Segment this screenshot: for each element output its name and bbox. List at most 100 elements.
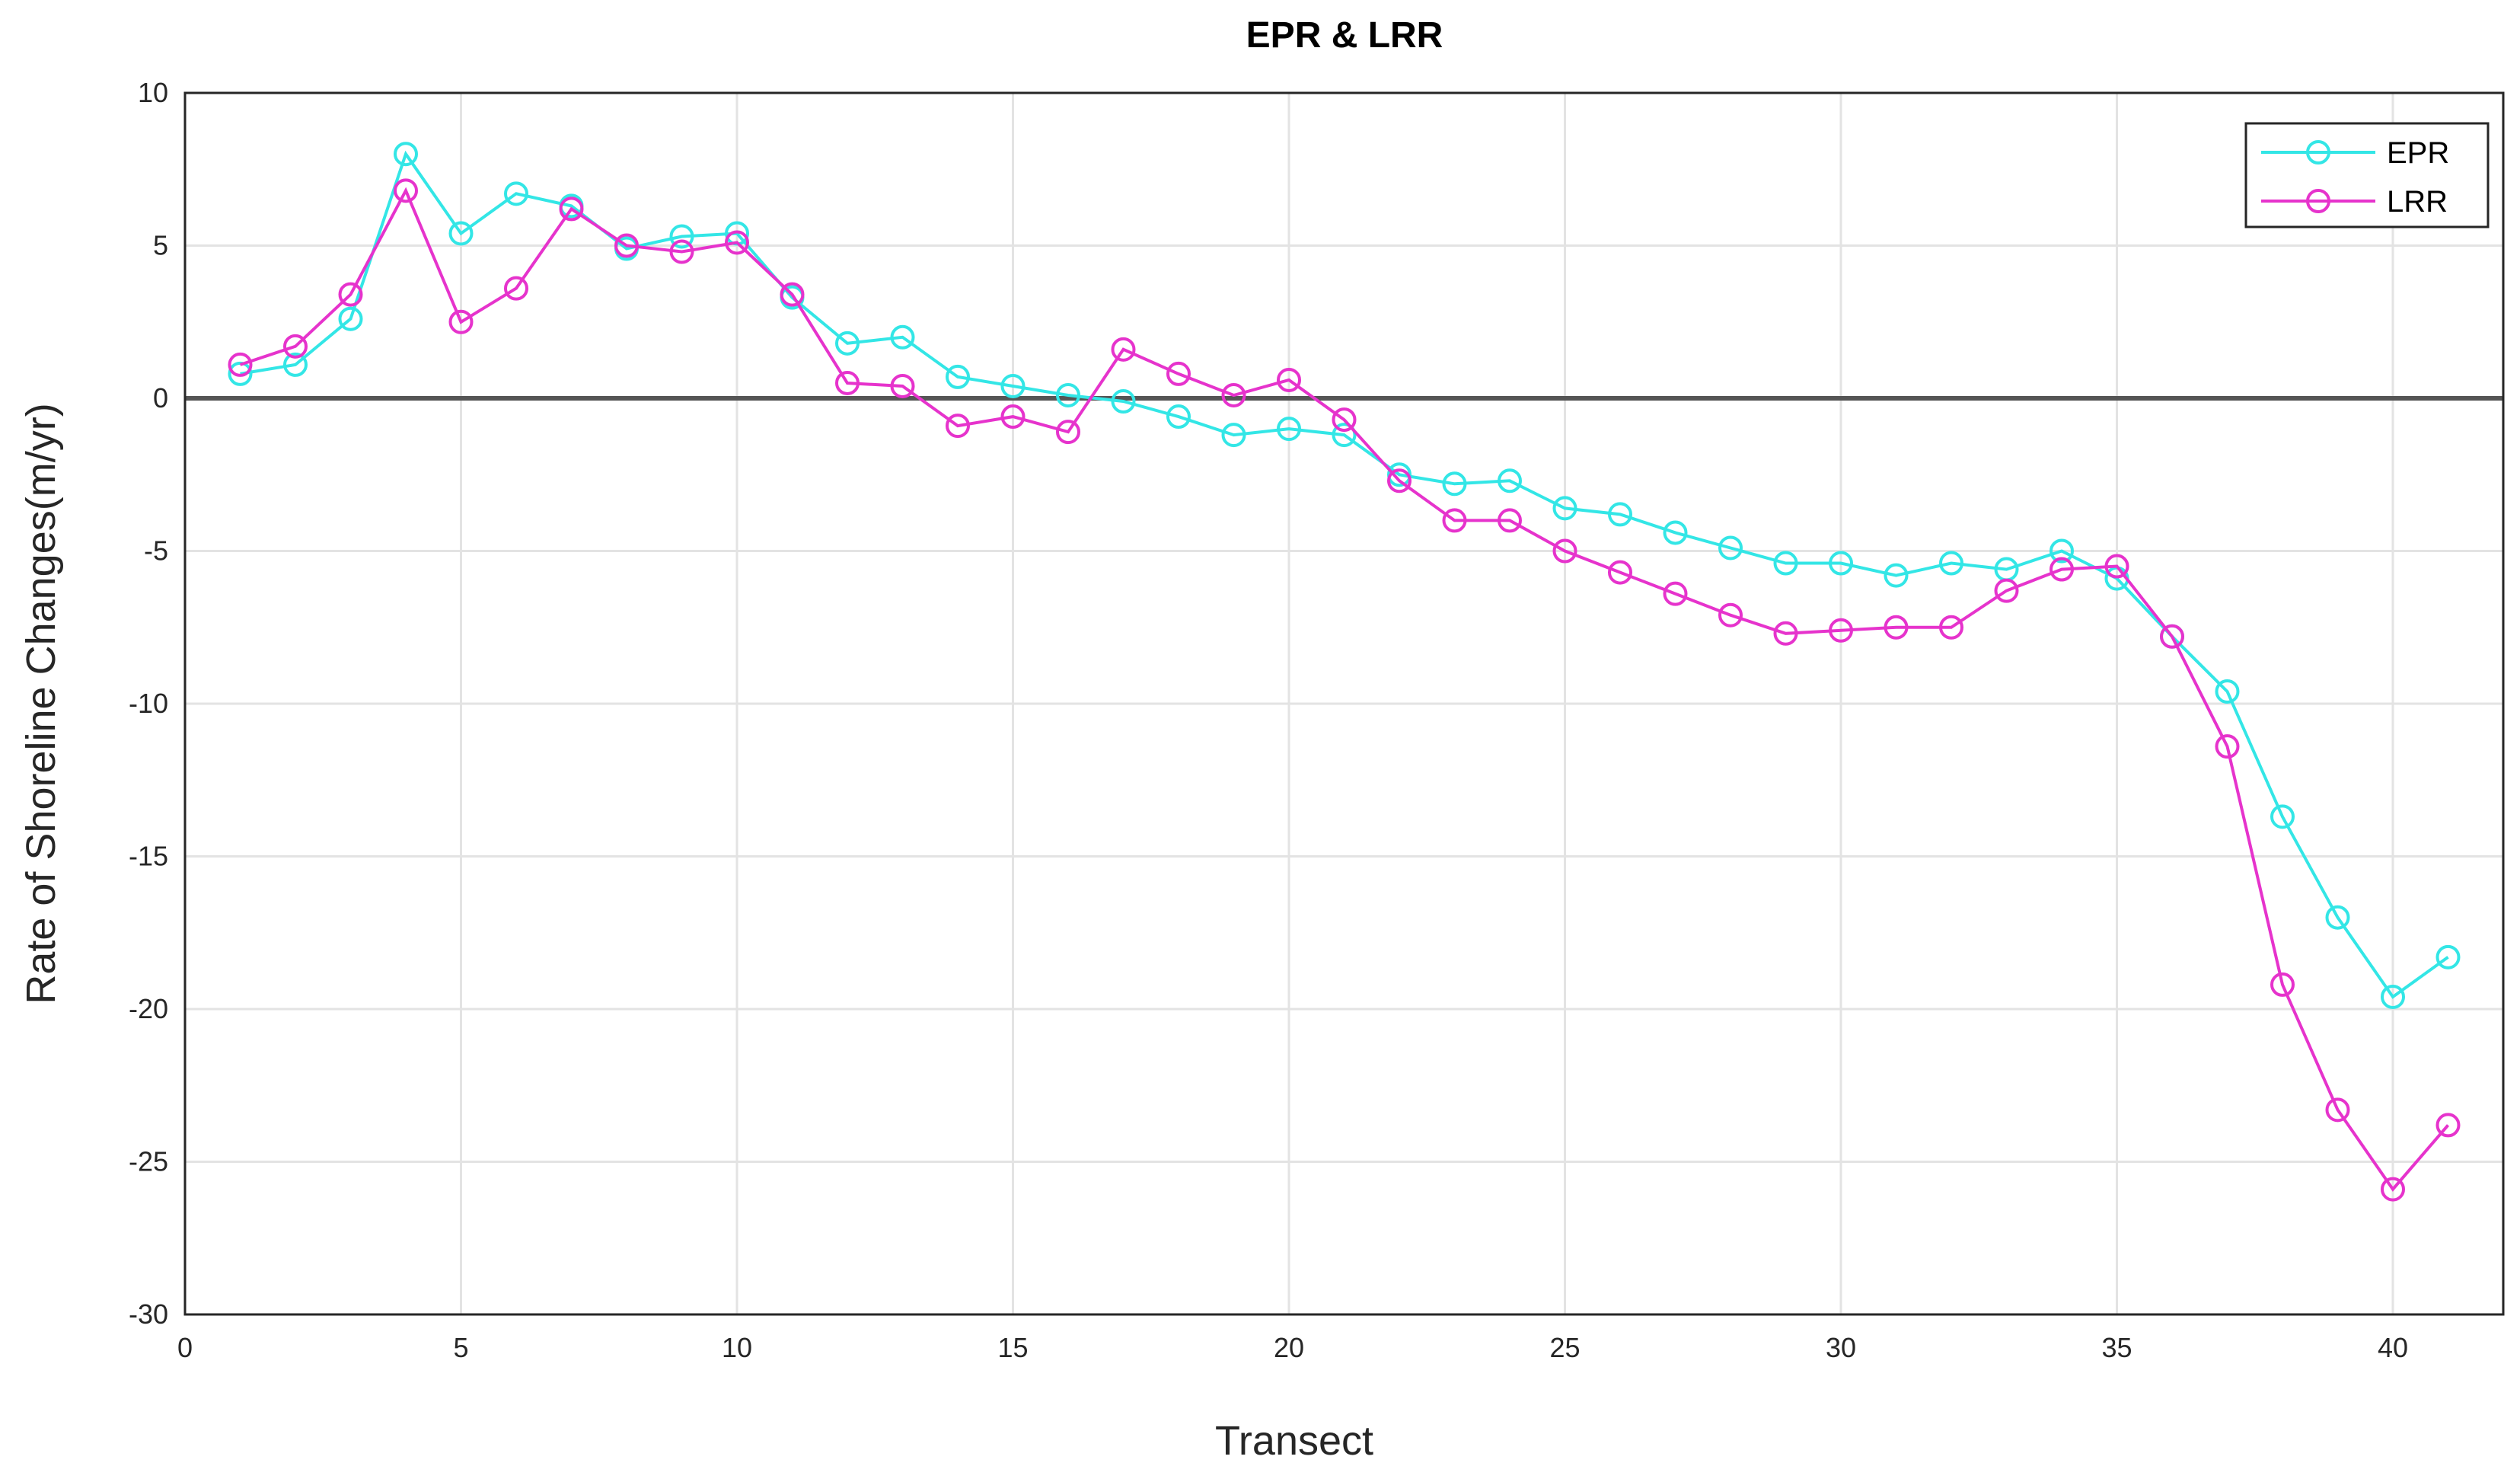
data-point-lrr [1000,404,1026,430]
y-axis-ticks: 10 5 0 -5 -10 -15 -20 -25 -30 [129,77,168,1330]
data-point-lrr [559,196,584,222]
data-point-epr [1498,468,1522,493]
series-line-lrr [239,187,2450,1192]
data-point-epr [1387,462,1412,487]
data-point-lrr [835,370,860,395]
legend-label-epr: EPR [2387,136,2449,170]
legend: EPR LRR [2244,122,2490,228]
data-point-epr [1332,423,1357,448]
data-point-lrr [1884,615,1909,640]
data-point-lrr [1166,361,1191,386]
y-tick-label: -15 [129,841,168,872]
data-point-epr [1221,423,1246,448]
data-point-epr [2381,984,2405,1009]
y-axis-label: Rate of Shoreline Changes(m/yr) [18,403,64,1004]
data-point-lrr [780,282,805,307]
x-tick-label: 40 [2378,1332,2408,1363]
legend-item-lrr: LRR [2261,185,2448,219]
data-point-epr [1829,551,1853,576]
data-point-epr [890,324,915,350]
data-point-epr [1000,373,1026,398]
y-tick-label: -30 [129,1298,168,1330]
y-tick-label: -25 [129,1146,168,1177]
x-tick-label: 0 [177,1332,193,1363]
data-point-lrr [2160,624,2184,649]
data-point-lrr [448,309,474,334]
data-point-lrr [1718,602,1743,628]
data-point-lrr [2435,1113,2461,1138]
data-point-lrr [1056,420,1080,445]
data-point-lrr [1498,508,1522,533]
data-point-epr [2325,905,2350,930]
data-point-epr [2049,538,2074,564]
data-point-lrr [2381,1177,2405,1202]
data-point-epr [283,352,308,377]
y-tick-label: -5 [144,535,168,567]
x-tick-label: 25 [1549,1332,1580,1363]
data-point-lrr [2270,972,2295,997]
data-point-lrr [1608,560,1632,585]
data-point-lrr [725,230,749,255]
data-point-lrr [338,282,363,307]
data-point-epr [1552,496,1577,521]
series-group [228,142,2461,1202]
x-tick-label: 15 [997,1332,1028,1363]
legend-item-epr: EPR [2261,136,2449,170]
data-point-epr [1663,520,1688,545]
data-point-lrr [1332,407,1357,433]
y-tick-label: -20 [129,993,168,1024]
data-point-epr [504,181,528,206]
data-point-lrr [1773,621,1798,646]
data-point-lrr [1663,581,1688,606]
data-point-lrr [1829,618,1853,643]
data-point-epr [1939,551,1963,576]
data-point-lrr [1994,578,2019,603]
data-point-lrr [2325,1097,2350,1123]
x-tick-label: 35 [2101,1332,2132,1363]
legend-marker-epr [2306,140,2330,164]
data-point-epr [1773,551,1798,576]
data-point-epr [448,221,474,246]
data-point-lrr [669,239,694,264]
chart-title: EPR & LRR [1246,15,1443,56]
data-point-lrr [228,352,253,377]
data-point-epr [1442,471,1467,497]
data-point-lrr [614,233,639,258]
data-point-epr [1111,389,1136,414]
data-point-lrr [283,334,308,359]
y-tick-label: 10 [138,77,168,108]
series-epr [228,142,2461,1009]
data-point-epr [394,142,418,167]
data-point-lrr [1939,615,1963,640]
data-point-epr [669,224,694,249]
data-point-lrr [1111,337,1136,362]
legend-label-lrr: LRR [2387,185,2448,219]
x-axis-ticks: 0 5 10 15 20 25 30 35 40 [177,1332,2408,1363]
plot-frame [183,91,2505,1316]
data-point-lrr [2104,554,2129,579]
data-point-lrr [890,373,915,398]
data-point-lrr [1442,508,1467,533]
x-tick-label: 20 [1274,1332,1304,1363]
data-point-epr [338,306,363,331]
x-tick-label: 5 [453,1332,468,1363]
data-point-lrr [1221,382,1246,407]
data-point-lrr [504,276,528,301]
data-point-epr [1056,382,1080,407]
data-point-lrr [1277,367,1301,392]
data-point-epr [835,331,860,356]
data-point-lrr [1387,468,1412,493]
data-point-epr [1608,502,1632,527]
y-tick-label: -10 [129,688,168,719]
data-point-epr [2435,944,2461,969]
data-point-epr [1884,563,1909,588]
x-tick-label: 10 [722,1332,752,1363]
series-lrr [228,178,2461,1202]
data-point-epr [1166,404,1191,430]
x-tick-label: 30 [1826,1332,1856,1363]
data-point-epr [946,364,970,389]
data-point-lrr [2215,734,2240,759]
legend-box [2244,122,2490,228]
